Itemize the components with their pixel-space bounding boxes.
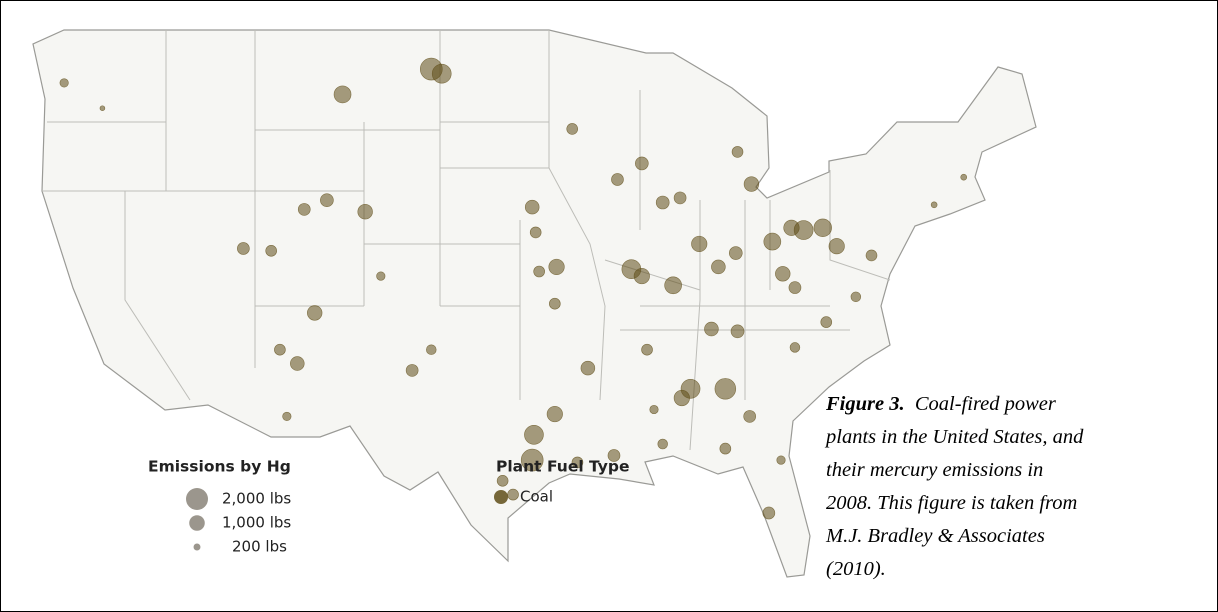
plant xyxy=(496,474,509,487)
figure-label: Figure 3. xyxy=(825,393,905,415)
plant xyxy=(789,342,801,353)
size-legend-title: Emissions by Hg xyxy=(148,458,291,476)
plant xyxy=(691,235,708,252)
plant xyxy=(776,455,786,465)
basemap xyxy=(32,29,1037,578)
plant xyxy=(743,176,760,192)
caption-line: M.J. Bradley & Associates xyxy=(825,525,1045,547)
plant xyxy=(813,218,832,237)
plant xyxy=(282,411,292,421)
size-legend-swatch xyxy=(189,515,205,531)
plant xyxy=(793,220,814,240)
plant xyxy=(524,424,544,445)
plant xyxy=(649,404,659,415)
plant xyxy=(635,156,649,171)
plant xyxy=(728,246,743,260)
plant xyxy=(865,249,878,262)
plant xyxy=(320,193,334,208)
plant xyxy=(828,238,845,255)
size-legend-swatch xyxy=(193,543,201,551)
plant-layer xyxy=(59,57,968,520)
caption-line: 2008. This figure is taken from xyxy=(826,492,1077,514)
caption-line: plants in the United States, and xyxy=(824,426,1084,448)
plant xyxy=(730,324,745,339)
plant xyxy=(657,438,668,450)
plant xyxy=(763,232,782,251)
size-legend-label: 200 lbs xyxy=(232,538,287,556)
plant xyxy=(655,195,670,210)
plant xyxy=(265,245,278,257)
caption-text xyxy=(905,393,915,415)
plant xyxy=(711,259,726,275)
plant xyxy=(357,204,373,220)
plant xyxy=(533,265,545,278)
size-legend-label: 1,000 lbs xyxy=(222,514,291,532)
plant xyxy=(405,364,419,377)
plant xyxy=(237,242,250,255)
plant xyxy=(714,378,737,400)
us-outline xyxy=(32,29,1037,578)
plant xyxy=(673,191,687,205)
plant xyxy=(788,281,802,294)
caption-line: (2010). xyxy=(826,558,886,580)
plant xyxy=(850,291,862,303)
plant xyxy=(431,63,452,84)
plant xyxy=(529,226,542,239)
plant xyxy=(376,271,386,281)
plant xyxy=(546,406,563,423)
plant xyxy=(507,488,519,501)
plant xyxy=(930,201,938,209)
plant xyxy=(762,506,776,520)
plant xyxy=(548,258,565,275)
plant xyxy=(520,448,544,472)
plant xyxy=(59,78,69,88)
caption-line: their mercury emissions in xyxy=(826,459,1043,481)
plant xyxy=(775,266,791,282)
fuel-legend-title: Plant Fuel Type xyxy=(496,458,630,476)
size-legend-label: 2,000 lbs xyxy=(222,490,291,508)
plant xyxy=(549,297,561,310)
plant xyxy=(571,456,584,469)
plant xyxy=(297,203,311,216)
plant xyxy=(611,173,624,186)
plant xyxy=(290,356,305,371)
plant xyxy=(719,442,732,455)
size-legend-swatch xyxy=(186,488,208,510)
plant xyxy=(664,276,682,295)
plant xyxy=(99,105,106,111)
plant xyxy=(307,305,323,321)
fuel-legend-swatch xyxy=(494,490,508,504)
plant xyxy=(633,268,650,285)
caption-text: Coal-fired power xyxy=(915,393,1057,415)
plant xyxy=(607,449,621,462)
caption-line: Figure 3. Coal-fired power xyxy=(825,393,1057,415)
legend: Emissions by Hg Plant Fuel Type 2,000 lb… xyxy=(148,458,630,556)
plant xyxy=(274,343,286,356)
plant xyxy=(580,360,596,376)
plant xyxy=(524,199,540,215)
plant xyxy=(820,316,833,328)
plant xyxy=(333,85,352,104)
caption: Figure 3. Coal-fired power plants in the… xyxy=(824,393,1084,580)
plant xyxy=(641,343,653,356)
fuel-legend-label: Coal xyxy=(520,488,553,506)
plant xyxy=(731,146,744,158)
plant xyxy=(426,344,437,355)
plant xyxy=(673,389,690,407)
plant xyxy=(566,123,579,135)
plant xyxy=(704,321,719,337)
plant xyxy=(960,173,968,181)
plant xyxy=(743,410,757,423)
